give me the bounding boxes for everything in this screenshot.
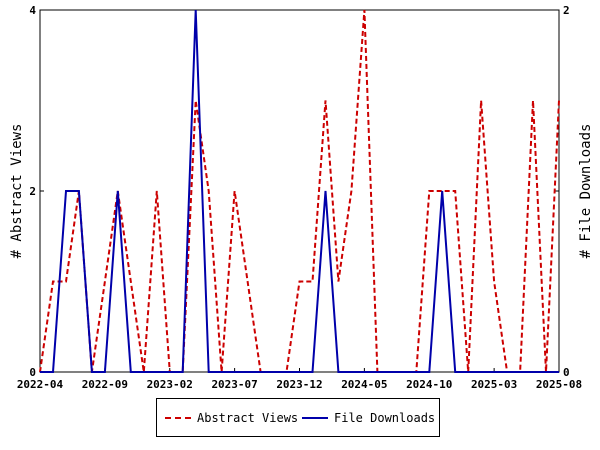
x-tick-label: 2023-12 xyxy=(276,378,322,391)
legend-swatch-file-downloads xyxy=(302,417,328,419)
x-tick-label: 2024-05 xyxy=(341,378,387,391)
y-left-tick-label: 0 xyxy=(29,366,36,379)
x-tick-label: 2024-10 xyxy=(406,378,452,391)
y-axis-left-title: # Abstract Views xyxy=(9,124,25,259)
series-line-abstract-views xyxy=(39,9,560,373)
x-tick-label: 2023-02 xyxy=(147,378,193,391)
legend-item-file-downloads: File Downloads xyxy=(302,410,435,426)
y-left-tick-label: 4 xyxy=(29,4,36,17)
x-tick-label: 2022-09 xyxy=(82,378,128,391)
x-tick-label: 2025-03 xyxy=(471,378,517,391)
legend-label-abstract-views: Abstract Views xyxy=(197,411,299,425)
legend-label-file-downloads: File Downloads xyxy=(334,411,436,425)
y-left-tick-label: 2 xyxy=(29,185,36,198)
legend: Abstract Views File Downloads xyxy=(156,398,440,437)
x-tick-label: 2022-04 xyxy=(17,378,64,391)
series-line-file-downloads xyxy=(40,9,559,373)
legend-swatch-abstract-views xyxy=(165,417,191,419)
y-right-tick-label: 2 xyxy=(563,4,570,17)
x-tick-label: 2025-08 xyxy=(536,378,582,391)
y-axis-right-title: # File Downloads xyxy=(578,124,594,259)
y-right-tick-label: 0 xyxy=(563,366,570,379)
legend-item-abstract-views: Abstract Views xyxy=(165,410,298,426)
x-tick-label: 2023-07 xyxy=(211,378,257,391)
